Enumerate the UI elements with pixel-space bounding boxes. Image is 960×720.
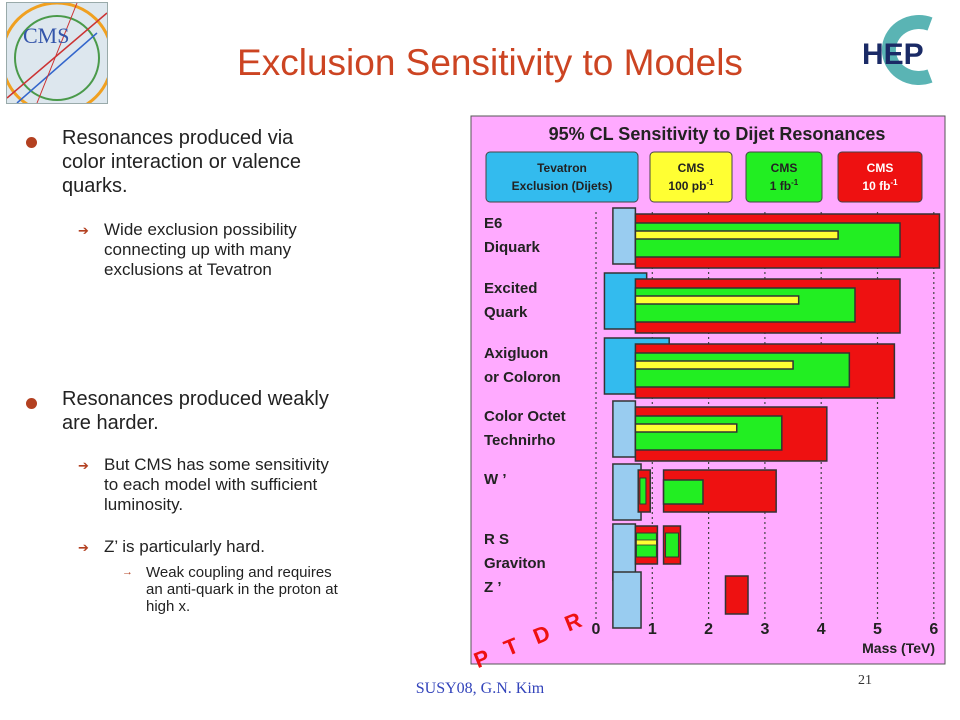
bullet-dot bbox=[26, 398, 37, 409]
x-tick-label: 1 bbox=[648, 621, 657, 638]
x-tick-label: 2 bbox=[704, 621, 713, 638]
sub-sub-bullet-line: Weak coupling and requires bbox=[146, 564, 332, 581]
sub-sub-bullet-line: an anti-quark in the proton at bbox=[146, 581, 338, 598]
page-number: 21 bbox=[858, 673, 872, 688]
legend-box bbox=[649, 151, 733, 203]
category-label: Quark bbox=[484, 304, 528, 321]
legend-label: 100 pb-1 bbox=[668, 178, 714, 193]
category-label: R S bbox=[484, 531, 509, 548]
chart-title: 95% CL Sensitivity to Dijet Resonances bbox=[549, 124, 886, 144]
bullet-1-line-3: quarks. bbox=[62, 175, 128, 197]
category-label: Axigluon bbox=[484, 345, 548, 362]
category-label: Technirho bbox=[484, 432, 555, 449]
legend-label: CMS bbox=[678, 161, 705, 175]
category-label: E6 bbox=[484, 215, 502, 232]
cms-1fb-bar bbox=[634, 222, 901, 258]
sub-bullet-line: exclusions at Tevatron bbox=[104, 260, 272, 279]
cms-1fb-bar bbox=[634, 415, 783, 451]
cms-1fb-bar bbox=[634, 287, 856, 323]
legend-box bbox=[745, 151, 823, 203]
bullet-2-line-1: Resonances produced weakly bbox=[62, 388, 329, 410]
tevatron-bar bbox=[612, 207, 637, 265]
legend-label: CMS bbox=[867, 161, 894, 175]
sub-sub-bullet: Weak coupling and requires an anti-quark… bbox=[146, 564, 446, 615]
cms-logo-text: CMS bbox=[23, 23, 69, 48]
footer-author: SUSY08, G.N. Kim bbox=[415, 680, 545, 697]
cms-100pb-bar bbox=[634, 230, 839, 240]
x-axis-label: Mass (TeV) bbox=[862, 640, 935, 656]
category-label: or Coloron bbox=[484, 369, 561, 386]
legend-box bbox=[485, 151, 639, 203]
category-label: Z ’ bbox=[484, 579, 502, 596]
sub-sub-bullet-line: high x. bbox=[146, 598, 191, 615]
cms-100pb-bar bbox=[634, 295, 800, 305]
bullet-1-line-1: Resonances produced via bbox=[62, 127, 294, 149]
legend-label: 10 fb-1 bbox=[862, 178, 898, 193]
sub-bullet-line: luminosity. bbox=[104, 495, 184, 514]
bullet-dot bbox=[26, 137, 37, 148]
sub-bullet-line: Wide exclusion possibility bbox=[104, 220, 297, 239]
category-label: Graviton bbox=[484, 555, 546, 572]
bullet-2-line-2: are harder. bbox=[62, 412, 159, 434]
tevatron-bar bbox=[612, 400, 637, 458]
x-tick-label: 0 bbox=[592, 621, 601, 638]
x-tick-label: 3 bbox=[760, 621, 769, 638]
bullet-2: Resonances produced weakly are harder. bbox=[62, 387, 442, 435]
tevatron-bar bbox=[612, 463, 642, 521]
x-tick-label: 4 bbox=[817, 621, 826, 638]
category-label: Excited bbox=[484, 280, 537, 297]
category-label: Diquark bbox=[484, 239, 541, 256]
cms-1fb-bar bbox=[639, 477, 647, 505]
arrow-icon: ➔ bbox=[78, 458, 89, 473]
sub-bullet-2-1: But CMS has some sensitivity to each mod… bbox=[104, 455, 434, 515]
category-label: Color Octet bbox=[484, 408, 566, 425]
legend-label: Tevatron bbox=[537, 161, 587, 175]
small-arrow-icon: → bbox=[122, 566, 133, 578]
sub-bullet-1-1: Wide exclusion possibility connecting up… bbox=[104, 220, 434, 280]
legend-label: Exclusion (Dijets) bbox=[512, 179, 613, 193]
legend-box bbox=[837, 151, 923, 203]
cms-100pb-bar bbox=[636, 539, 657, 546]
sub-bullet-line: to each model with sufficient bbox=[104, 475, 318, 494]
hep-logo: HEP bbox=[860, 14, 946, 86]
slide-title: Exclusion Sensitivity to Models bbox=[237, 42, 743, 83]
legend-label: CMS bbox=[771, 161, 798, 175]
cms-100pb-bar bbox=[634, 360, 794, 370]
bullet-1: Resonances produced via color interactio… bbox=[62, 126, 442, 198]
cms-1fb-bar bbox=[634, 352, 851, 388]
cms-1fb-bar bbox=[662, 479, 704, 505]
sub-bullet-line: connecting up with many bbox=[104, 240, 292, 259]
sub-bullet-2-2: Z’ is particularly hard. bbox=[104, 537, 434, 557]
cms-10fb-bar bbox=[724, 575, 749, 615]
cms-100pb-bar bbox=[634, 423, 738, 433]
bullet-1-line-2: color interaction or valence bbox=[62, 151, 302, 173]
x-tick-label: 5 bbox=[873, 621, 882, 638]
sub-bullet-line: But CMS has some sensitivity bbox=[104, 455, 329, 474]
cms-1fb-bar bbox=[665, 532, 679, 558]
sub-bullet-line: Z’ is particularly hard. bbox=[104, 537, 265, 556]
arrow-icon: ➔ bbox=[78, 540, 89, 555]
x-tick-label: 6 bbox=[929, 621, 938, 638]
category-label: W ’ bbox=[484, 471, 507, 488]
arrow-icon: ➔ bbox=[78, 223, 89, 238]
cms-logo: CMS bbox=[6, 2, 108, 104]
hep-logo-text: HEP bbox=[862, 38, 924, 71]
tevatron-bar bbox=[612, 571, 642, 629]
